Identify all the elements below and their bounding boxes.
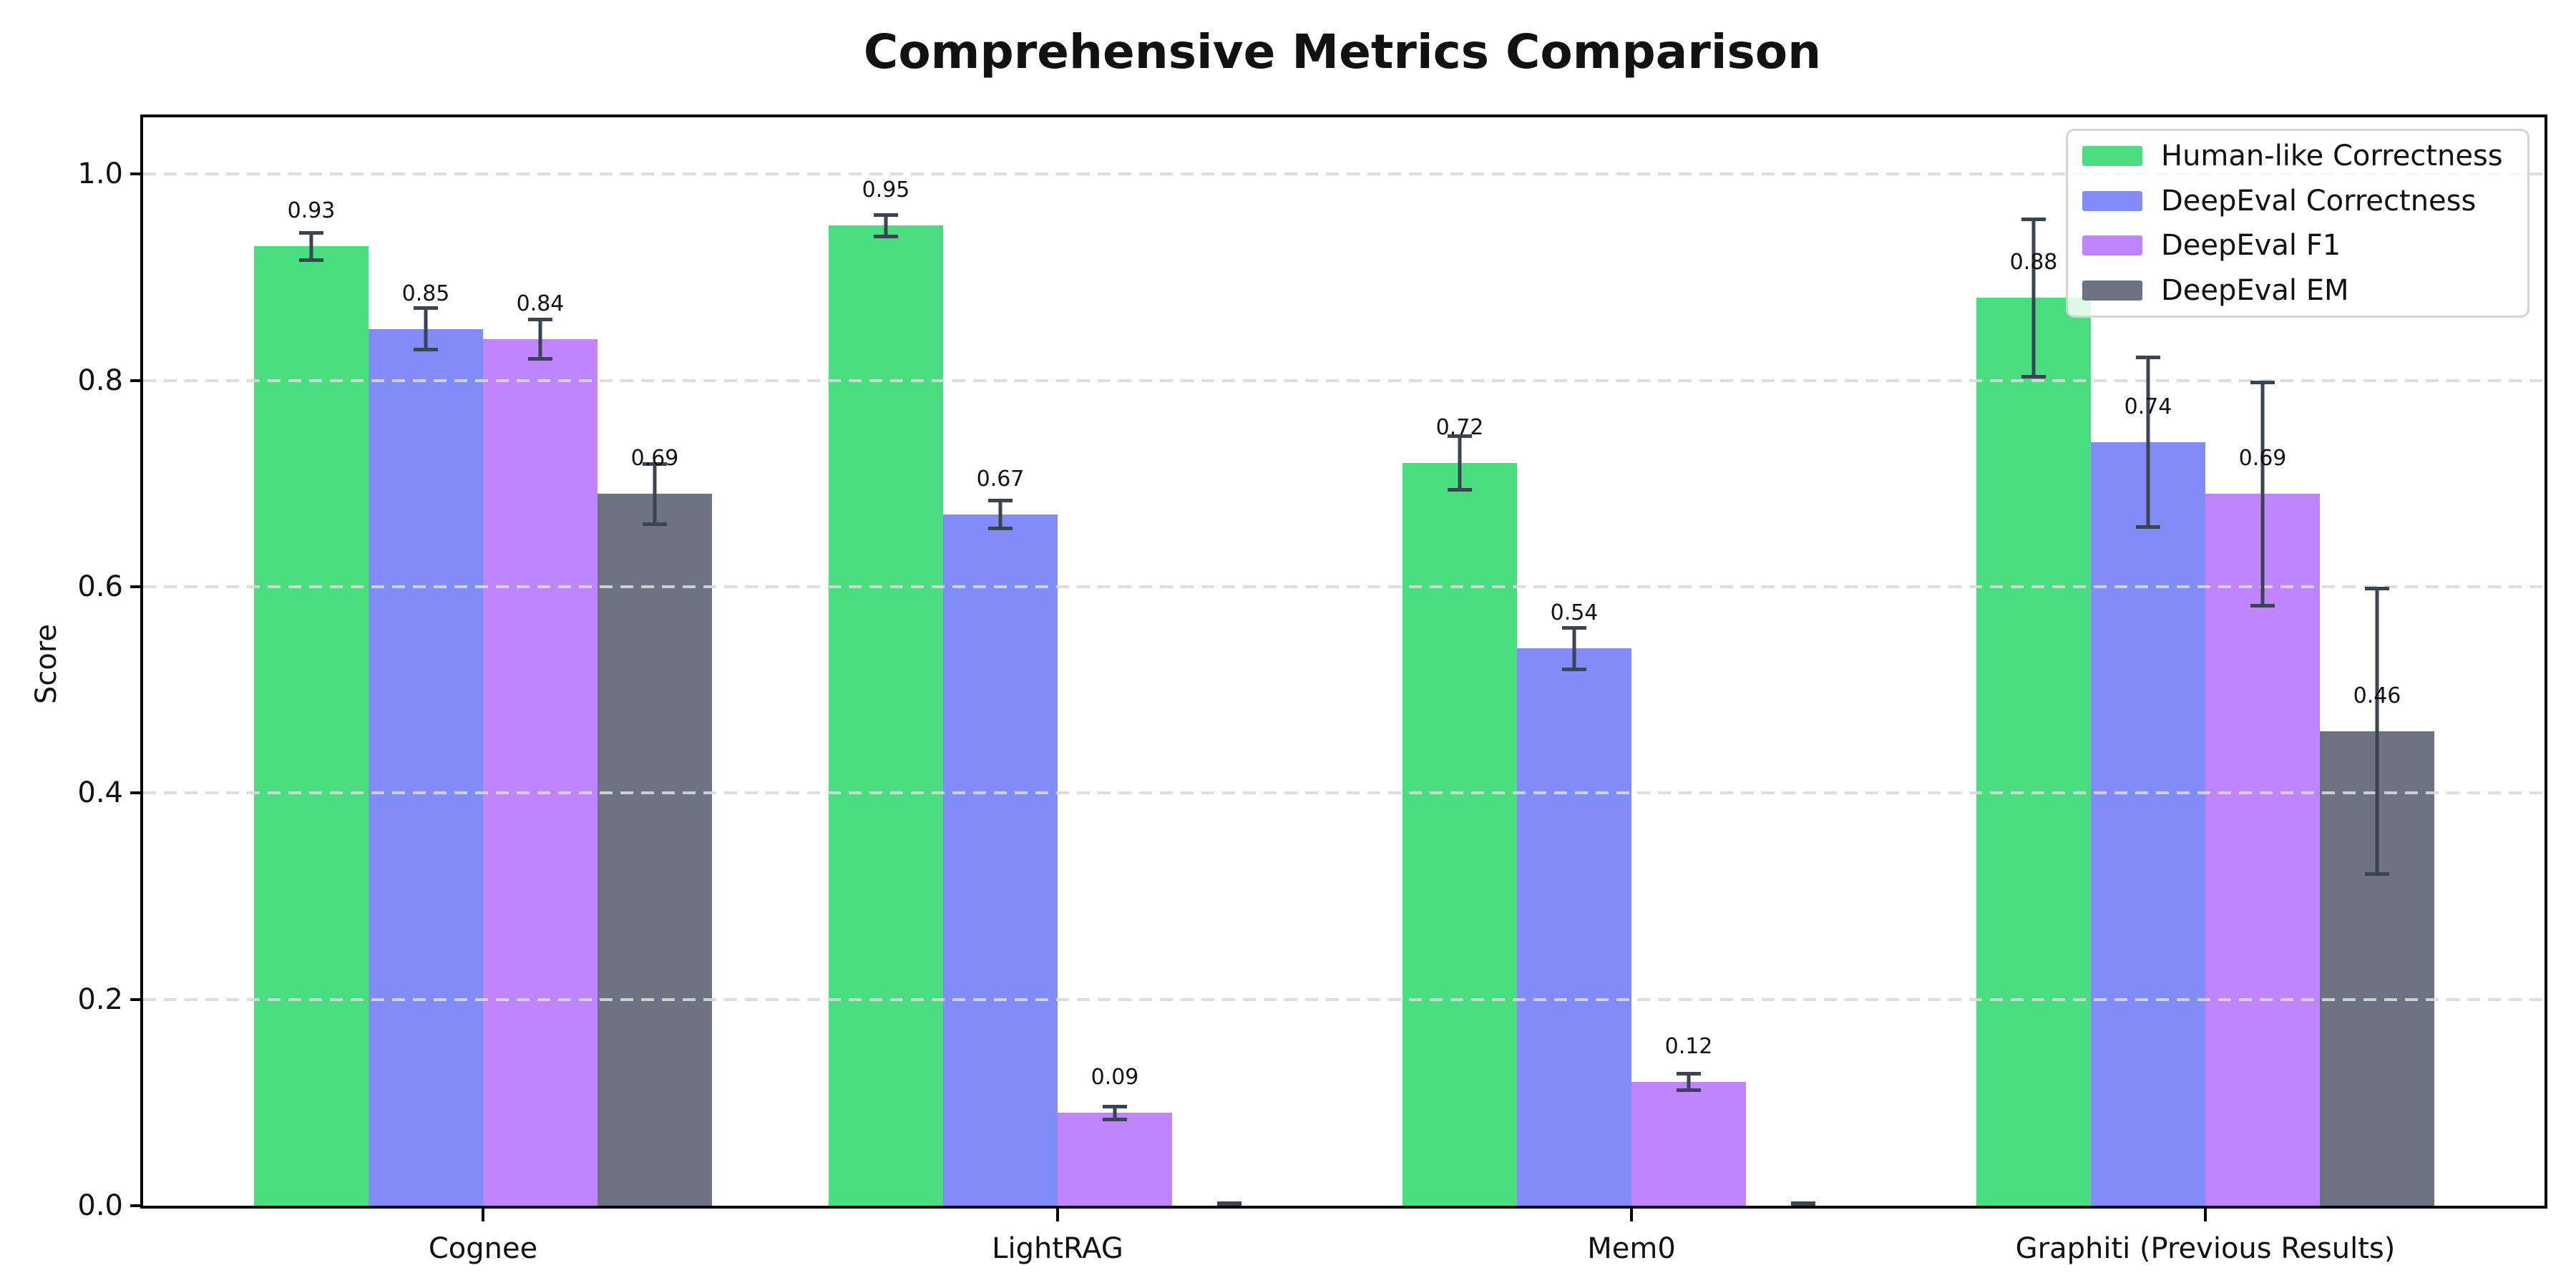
legend-label: Human-like Correctness [2161, 140, 2503, 173]
value-label: 0.09 [1091, 1065, 1139, 1091]
y-tick-mark [130, 172, 143, 176]
value-label: 0.69 [630, 446, 679, 472]
error-bar [299, 230, 323, 262]
value-label: 0.93 [287, 198, 336, 224]
value-label: 0.74 [2124, 394, 2172, 420]
bar [1402, 462, 1517, 1206]
x-tick-mark [2204, 1209, 2207, 1221]
error-bar [988, 499, 1013, 530]
error-bar [2021, 217, 2046, 379]
y-axis-label: Score [30, 623, 63, 705]
x-tick-mark [1056, 1209, 1059, 1221]
gridline [143, 791, 2545, 795]
bar [1631, 1081, 1746, 1206]
legend-entry: DeepEval F1 [2068, 229, 2527, 262]
gridline [143, 172, 2545, 176]
y-tick-label: 0.2 [77, 982, 123, 1016]
gridline [143, 585, 2545, 588]
error-bar [1448, 434, 1472, 492]
legend-label: DeepEval F1 [2161, 229, 2341, 263]
x-tick-label: Mem0 [1587, 1232, 1676, 1265]
legend: Human-like Correctness DeepEval Correctne… [2066, 129, 2529, 318]
bar [2091, 442, 2205, 1206]
value-label: 0.95 [862, 177, 910, 203]
x-tick-mark [1630, 1209, 1633, 1221]
legend-swatch [2082, 146, 2142, 167]
y-tick-mark [130, 997, 143, 1001]
value-label: 0.72 [1435, 414, 1484, 440]
error-bar [2136, 356, 2160, 530]
error-bar [874, 213, 898, 238]
error-bar [414, 306, 438, 352]
value-label: 0.88 [2009, 250, 2058, 275]
bar [1058, 1113, 1172, 1206]
legend-swatch [2082, 190, 2142, 211]
bar [2205, 494, 2320, 1206]
value-label: 0.67 [976, 467, 1025, 492]
bar [597, 494, 712, 1206]
error-bar [528, 317, 552, 361]
y-tick-label: 0.4 [77, 776, 123, 810]
error-bar [1103, 1104, 1127, 1121]
bar [829, 225, 943, 1206]
error-bar [1217, 1201, 1241, 1206]
error-bar [1791, 1201, 1815, 1206]
error-bar [2250, 380, 2275, 608]
bar [943, 514, 1058, 1206]
error-bar [643, 462, 667, 526]
gridline [143, 379, 2545, 382]
value-label: 0.84 [516, 291, 565, 316]
bar [1976, 298, 2091, 1206]
y-tick-label: 0.0 [77, 1189, 123, 1222]
y-tick-mark [130, 585, 143, 588]
value-label: 0.54 [1550, 600, 1599, 626]
legend-label: DeepEval Correctness [2161, 184, 2477, 218]
legend-swatch [2082, 280, 2142, 301]
bar [483, 338, 597, 1206]
error-bar [1677, 1071, 1701, 1093]
y-tick-label: 1.0 [77, 157, 123, 191]
legend-label: DeepEval EM [2161, 273, 2349, 307]
error-bar [1562, 625, 1586, 672]
x-tick-label: Cognee [428, 1232, 538, 1265]
value-label: 0.12 [1664, 1033, 1713, 1059]
y-tick-label: 0.8 [77, 364, 123, 397]
x-tick-label: Graphiti (Previous Results) [2015, 1232, 2396, 1265]
y-tick-mark [130, 791, 143, 795]
x-tick-mark [482, 1209, 484, 1221]
bar [1517, 648, 1631, 1206]
legend-entry: DeepEval EM [2068, 274, 2527, 307]
value-label: 0.85 [401, 280, 450, 306]
legend-swatch [2082, 235, 2142, 256]
error-bar [2365, 586, 2389, 876]
y-tick-mark [130, 379, 143, 382]
legend-entry: Human-like Correctness [2068, 140, 2527, 172]
value-label: 0.46 [2353, 683, 2401, 708]
legend-entry: DeepEval Correctness [2068, 185, 2527, 218]
bar [369, 328, 483, 1206]
y-tick-mark [130, 1204, 143, 1207]
value-label: 0.69 [2238, 446, 2287, 472]
y-tick-label: 0.6 [77, 570, 123, 603]
chart-title: Comprehensive Metrics Comparison [863, 24, 1822, 79]
x-tick-label: LightRAG [992, 1232, 1123, 1265]
gridline [143, 997, 2545, 1001]
bar [254, 246, 369, 1206]
